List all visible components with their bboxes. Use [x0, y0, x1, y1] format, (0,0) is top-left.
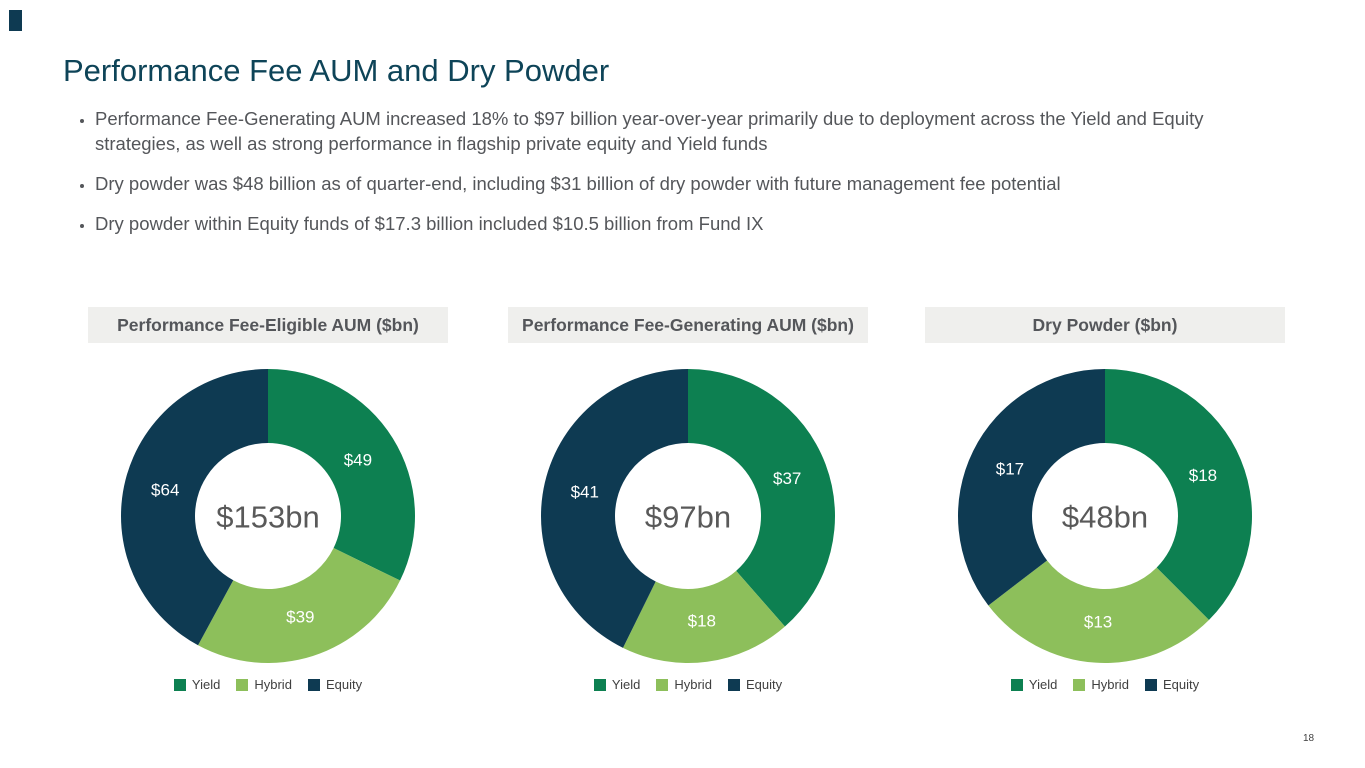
chart-column-dry-powder: Dry Powder ($bn) $18 $13 $17 $48bn Yield Hy… — [925, 307, 1285, 692]
legend-item: Equity — [1144, 677, 1200, 692]
chart-title: Dry Powder ($bn) — [925, 307, 1285, 343]
slice-value-label: $49 — [344, 450, 372, 469]
donut-center-label: $48bn — [1062, 500, 1148, 535]
legend-item: Equity — [307, 677, 363, 692]
donut-chart-fee-generating: $37 $18 $41 $97bn — [508, 366, 868, 666]
legend-label: Hybrid — [674, 677, 712, 692]
legend-swatch-equity — [307, 678, 320, 691]
legend-item: Hybrid — [1073, 677, 1129, 692]
legend-label: Equity — [1162, 677, 1200, 692]
legend-swatch-yield — [1010, 678, 1023, 691]
slide-corner-mark — [9, 10, 22, 31]
chart-column-fee-eligible: Performance Fee-Eligible AUM ($bn) $49 $3… — [88, 307, 448, 692]
page-title: Performance Fee AUM and Dry Powder — [63, 53, 610, 88]
legend-item: Hybrid — [236, 677, 292, 692]
bullet-item: Dry powder within Equity funds of $17.3 … — [95, 211, 1245, 236]
slice-value-label: $64 — [151, 480, 179, 499]
chart-title: Performance Fee-Generating AUM ($bn) — [508, 307, 868, 343]
donut-center-label: $153bn — [216, 500, 319, 535]
donut-slice-yield — [268, 369, 415, 581]
legend-label: Hybrid — [254, 677, 292, 692]
slice-value-label: $18 — [688, 612, 716, 631]
donut-center-label: $97bn — [645, 500, 731, 535]
legend-swatch-equity — [1144, 678, 1157, 691]
donut-slice-equity — [958, 369, 1105, 606]
legend-label: Yield — [611, 677, 641, 692]
slice-value-label: $18 — [1189, 466, 1217, 485]
bullet-item: Performance Fee-Generating AUM increased… — [95, 106, 1245, 156]
slice-value-label: $39 — [286, 607, 314, 626]
legend-item: Yield — [1010, 677, 1058, 692]
legend-label: Equity — [325, 677, 363, 692]
donut-chart-dry-powder: $18 $13 $17 $48bn — [925, 366, 1285, 666]
legend-item: Yield — [593, 677, 641, 692]
legend-label: Equity — [745, 677, 783, 692]
legend-label: Hybrid — [1091, 677, 1129, 692]
legend-swatch-yield — [593, 678, 606, 691]
donut-slice-equity — [120, 369, 268, 646]
legend-item: Equity — [727, 677, 783, 692]
legend-swatch-hybrid — [1073, 678, 1086, 691]
legend-label: Yield — [191, 677, 221, 692]
legend-swatch-hybrid — [236, 678, 249, 691]
slice-value-label: $37 — [773, 469, 801, 488]
donut-slice-hybrid — [622, 570, 785, 663]
chart-legend: Yield Hybrid Equity — [508, 677, 868, 692]
slice-value-label: $13 — [1084, 612, 1112, 631]
donut-slice-hybrid — [988, 560, 1209, 663]
bullet-list: Performance Fee-Generating AUM increased… — [68, 106, 1245, 251]
legend-swatch-yield — [173, 678, 186, 691]
legend-swatch-equity — [727, 678, 740, 691]
donut-slice-equity — [541, 369, 688, 648]
legend-item: Hybrid — [656, 677, 712, 692]
bullet-item: Dry powder was $48 billion as of quarter… — [95, 171, 1245, 196]
legend-label: Yield — [1028, 677, 1058, 692]
donut-slice-yield — [1105, 369, 1252, 620]
donut-slice-yield — [688, 369, 835, 627]
legend-swatch-hybrid — [656, 678, 669, 691]
chart-column-fee-generating: Performance Fee-Generating AUM ($bn) $37… — [508, 307, 868, 692]
legend-item: Yield — [173, 677, 221, 692]
chart-legend: Yield Hybrid Equity — [88, 677, 448, 692]
page-number: 18 — [1303, 733, 1315, 744]
chart-title: Performance Fee-Eligible AUM ($bn) — [88, 307, 448, 343]
slice-value-label: $17 — [996, 460, 1024, 479]
slice-value-label: $41 — [571, 482, 599, 501]
chart-legend: Yield Hybrid Equity — [925, 677, 1285, 692]
donut-slice-hybrid — [198, 548, 401, 663]
donut-chart-fee-eligible: $49 $39 $64 $153bn — [88, 366, 448, 666]
